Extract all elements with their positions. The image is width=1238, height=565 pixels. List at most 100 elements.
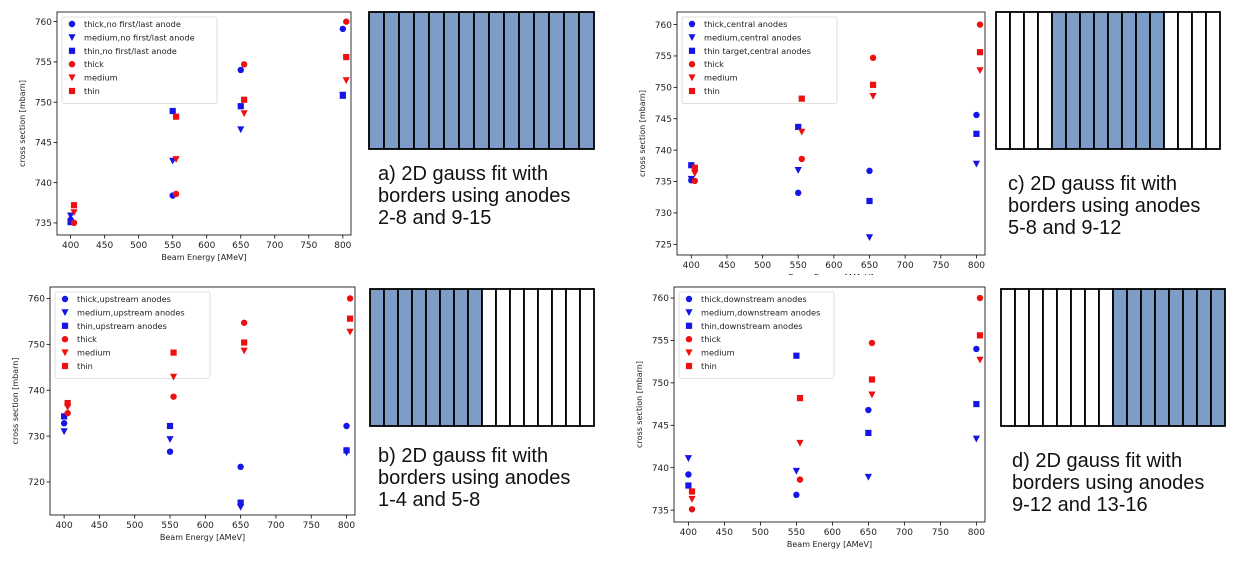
data-point	[796, 395, 804, 402]
data-point	[976, 332, 984, 339]
anode-strip	[428, 11, 445, 150]
data-point	[64, 399, 71, 407]
legend-marker	[688, 74, 696, 82]
x-tick-label: 500	[754, 261, 771, 271]
caption-line: c) 2D gauss fit with	[1008, 173, 1177, 195]
series-red-triangle	[691, 67, 984, 177]
series-red-triangle	[688, 356, 984, 503]
series-red-circle	[688, 294, 984, 513]
data-point	[973, 400, 980, 408]
x-tick-label: 400	[62, 241, 79, 251]
data-point	[172, 190, 180, 198]
legend-entry: thick	[704, 59, 724, 69]
series-red-circle	[691, 21, 984, 185]
anode-strip	[495, 288, 511, 427]
data-point	[67, 219, 74, 226]
anode-strip	[1042, 288, 1058, 427]
data-point	[240, 319, 248, 326]
anode-strip	[425, 288, 441, 427]
x-tick-label: 650	[860, 528, 877, 538]
data-point	[237, 126, 245, 134]
caption-line: 5-8 and 9-12	[1008, 217, 1122, 239]
data-point	[973, 345, 980, 353]
x-tick-label: 750	[303, 521, 320, 531]
legend-entry: medium	[77, 348, 111, 358]
anode-strip	[369, 288, 385, 427]
data-point	[796, 476, 804, 483]
y-tick-label: 750	[28, 341, 45, 351]
anode-strip	[1056, 288, 1072, 427]
series-blue-triangle	[687, 160, 981, 242]
x-tick-label: 400	[680, 528, 697, 538]
y-tick-label: 745	[652, 421, 669, 431]
caption-line: borders using anodes	[1012, 472, 1205, 494]
legend-entry: thick	[84, 59, 104, 69]
series-red-square	[64, 315, 354, 407]
anode-strip	[1014, 288, 1030, 427]
legend-entry: medium	[701, 348, 735, 358]
anode-diagram-a	[368, 11, 595, 150]
x-tick-label: 800	[968, 261, 985, 271]
anode-strip	[383, 11, 400, 150]
data-point	[794, 167, 802, 174]
data-point	[973, 130, 980, 137]
anode-strip	[1168, 288, 1184, 427]
data-point	[339, 92, 346, 99]
legend-entry: medium,downstream anodes	[701, 307, 820, 317]
caption-b: b) 2D gauss fit with borders using anode…	[378, 445, 570, 511]
legend-marker	[68, 60, 76, 68]
data-point	[343, 447, 350, 454]
anode-strip	[453, 288, 469, 427]
x-tick-label: 800	[968, 528, 985, 538]
anode-strip	[578, 11, 595, 150]
anode-strip	[563, 11, 580, 150]
anode-strip	[1028, 288, 1044, 427]
y-tick-label: 745	[35, 139, 52, 149]
anode-strip	[1070, 288, 1086, 427]
data-point	[688, 162, 695, 169]
data-point	[687, 175, 695, 183]
x-tick-label: 600	[825, 261, 842, 271]
caption-c: c) 2D gauss fit with borders using anode…	[1008, 173, 1200, 239]
x-tick-label: 600	[824, 528, 841, 538]
y-tick-label: 725	[655, 241, 672, 251]
y-axis-label: cross section [mbarn]	[635, 361, 644, 448]
caption-line: borders using anodes	[1008, 195, 1201, 217]
legend-marker	[68, 87, 76, 95]
x-tick-label: 500	[130, 241, 147, 251]
anode-strip	[411, 288, 427, 427]
legend-marker	[685, 322, 693, 329]
data-point	[172, 113, 180, 120]
legend-marker	[68, 20, 76, 28]
legend-entry: medium,central anodes	[704, 32, 801, 42]
anode-strip	[1154, 288, 1170, 427]
anode-strip	[443, 11, 460, 150]
anode-strip	[1196, 288, 1212, 427]
data-point	[346, 295, 354, 302]
x-tick-label: 450	[91, 521, 108, 531]
caption-line: 2-8 and 9-15	[378, 207, 492, 229]
anode-strip	[1093, 11, 1109, 150]
legend-entry: medium	[704, 73, 738, 83]
data-point	[976, 356, 984, 364]
anode-strip	[537, 288, 553, 427]
legend-marker	[61, 336, 69, 343]
data-point	[865, 234, 874, 242]
anode-strip	[1191, 11, 1207, 150]
data-point	[241, 96, 248, 103]
series-red-triangle	[70, 77, 350, 217]
caption-line: 1-4 and 5-8	[378, 489, 481, 511]
anode-diagram-c	[995, 11, 1221, 150]
anode-strip	[995, 11, 1011, 150]
data-point	[798, 128, 806, 136]
anode-strip	[509, 288, 525, 427]
data-point	[869, 54, 877, 62]
data-point	[70, 202, 78, 209]
data-point	[865, 429, 872, 437]
data-point	[170, 349, 177, 356]
x-tick-label: 450	[718, 261, 735, 271]
x-tick-label: 450	[716, 528, 733, 538]
anode-strip	[1000, 288, 1016, 427]
anode-strip	[1009, 11, 1025, 150]
y-tick-label: 740	[652, 464, 669, 474]
